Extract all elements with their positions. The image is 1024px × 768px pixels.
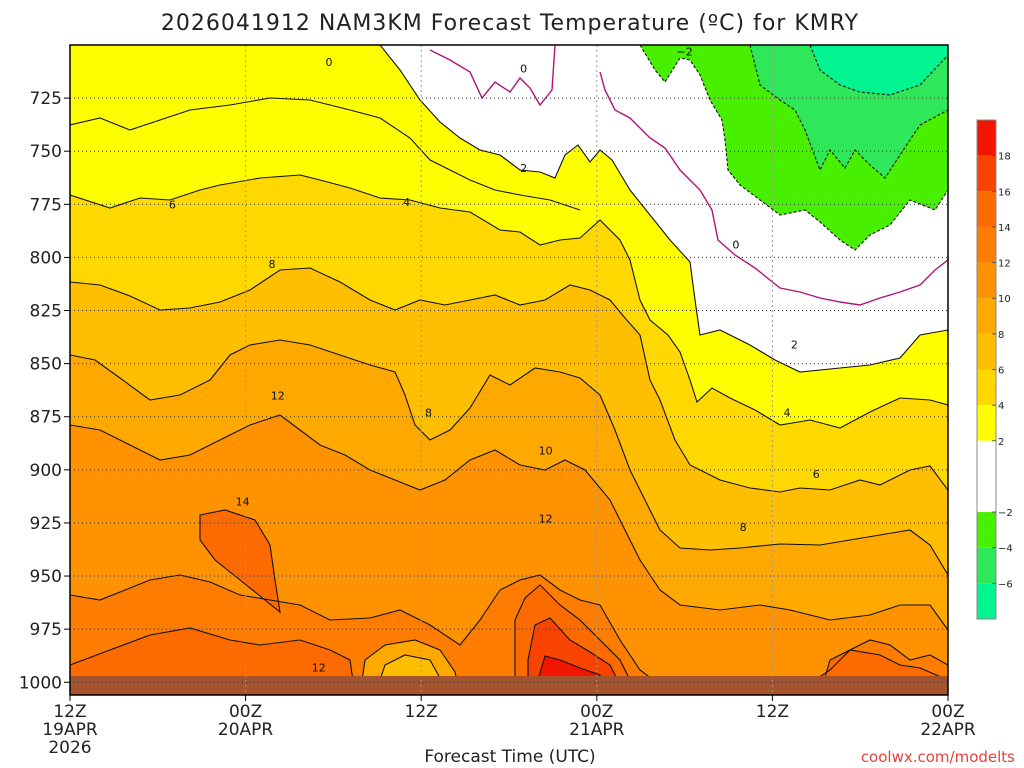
contour-0-right <box>599 71 948 306</box>
y-tick-label: 750 <box>30 142 62 162</box>
contour-14-bottom <box>70 627 356 695</box>
contour-lines <box>70 45 948 695</box>
contour-label: 10 <box>539 445 553 458</box>
contour-island <box>359 639 461 695</box>
colorbar-swatch <box>977 405 996 441</box>
contour-2-upper <box>379 45 948 373</box>
colorbar-swatch <box>977 298 996 334</box>
contour-10 <box>70 414 948 631</box>
band-minus6-minus8 <box>810 45 948 95</box>
x-tick-label: 00Z <box>931 702 964 722</box>
y-tick-label: 725 <box>30 89 62 109</box>
band-14-16-left <box>200 510 280 612</box>
x-tick-label: 21APR <box>569 720 625 740</box>
contour-label: 4 <box>403 196 410 209</box>
contour-near-surface <box>819 649 948 695</box>
contour-label: 0 <box>732 239 739 252</box>
colorbar-swatch <box>977 191 996 227</box>
colorbar-label: 4 <box>998 401 1004 412</box>
contour-label: 12 <box>271 389 285 402</box>
x-tick-label: 00Z <box>229 702 262 722</box>
colorbar-label: 6 <box>998 366 1004 377</box>
contour-14-mid <box>514 584 631 695</box>
grid-lines <box>70 45 948 695</box>
colorbar-label: 8 <box>998 330 1004 341</box>
colorbar-swatch <box>977 226 996 263</box>
y-tick-label: 875 <box>30 408 62 428</box>
x-tick-label: 2026 <box>48 738 91 758</box>
colorbar-label: 18 <box>998 152 1011 163</box>
ground-surface <box>70 676 948 695</box>
y-tick-label: 850 <box>30 355 62 375</box>
x-tick-label: 12Z <box>405 702 438 722</box>
freezing-level-contours <box>429 45 948 306</box>
x-tick-label: 22APR <box>920 720 976 740</box>
y-tick-label: 1000 <box>19 673 62 693</box>
colorbar-label: −4 <box>998 544 1013 555</box>
x-tick-label: 19APR <box>42 720 98 740</box>
contour-label: 12 <box>312 661 326 674</box>
contour-label: 2 <box>520 162 527 175</box>
contour-label: 8 <box>268 258 275 271</box>
y-axis: 725 750 775 800 825 850 875 900 925 950 975 1000 <box>19 89 70 693</box>
x-tick-label: 12Z <box>53 702 86 722</box>
colorbar-swatch <box>977 547 996 584</box>
contour-label: 4 <box>784 406 791 419</box>
colorbar-label: 14 <box>998 223 1011 234</box>
y-tick-label: 825 <box>30 302 62 322</box>
y-tick-label: 950 <box>30 567 62 587</box>
contour-0-left <box>429 45 556 107</box>
colorbar-swatch <box>977 155 996 192</box>
contour-label: 0 <box>326 56 333 69</box>
contour-labels: 0 0 −2 0 2 2 4 4 6 6 8 8 8 10 12 12 12 14 <box>169 45 820 674</box>
x-tick-label: 00Z <box>580 702 613 722</box>
colorbar-label: 10 <box>998 294 1011 305</box>
colorbar-label: 16 <box>998 187 1011 198</box>
y-tick-label: 800 <box>30 248 62 268</box>
chart-title: 2026041912 NAM3KM Forecast Temperature (… <box>161 11 859 36</box>
contour-label: 12 <box>539 513 553 526</box>
colorbar-swatch <box>977 333 996 370</box>
colorbar-label: −6 <box>998 579 1013 590</box>
x-axis-title: Forecast Time (UTC) <box>424 747 595 767</box>
colorbar-label: 12 <box>998 259 1011 270</box>
contour-label: 8 <box>740 521 747 534</box>
contour-4 <box>70 97 581 211</box>
contour-label: 6 <box>813 468 820 481</box>
contour-6 <box>70 267 948 493</box>
x-tick-label: 20APR <box>218 720 274 740</box>
colorbar: 18 16 14 12 10 8 6 4 2 −2 −4 −6 <box>976 119 1013 620</box>
contour-12 <box>70 574 948 691</box>
contour-label: 6 <box>169 198 176 211</box>
contour-label: −2 <box>676 45 692 58</box>
colorbar-swatch <box>977 583 996 619</box>
x-tick-label: 12Z <box>756 702 789 722</box>
contour-8 <box>70 339 948 576</box>
colorbar-label: −2 <box>998 508 1013 519</box>
negative-contours <box>639 45 948 251</box>
contour-label: 8 <box>425 406 432 419</box>
colorbar-swatch <box>977 120 996 156</box>
contour-2 <box>70 174 948 429</box>
contour-label: 0 <box>520 62 527 75</box>
plot-frame <box>69 44 949 696</box>
y-tick-label: 900 <box>30 461 62 481</box>
credit-text: coolwx.com/modelts <box>861 748 1015 766</box>
plot-area: 0 0 −2 0 2 2 4 4 6 6 8 8 8 10 12 12 12 14 <box>70 45 948 695</box>
colorbar-swatch <box>977 369 996 406</box>
y-tick-label: 975 <box>30 620 62 640</box>
contour-label: 14 <box>236 496 250 509</box>
y-tick-label: 775 <box>30 195 62 215</box>
colorbar-label: 2 <box>998 437 1004 448</box>
contour-label: 2 <box>791 339 798 352</box>
colorbar-swatch <box>977 440 996 513</box>
contour-14-closed <box>199 509 281 614</box>
y-tick-label: 925 <box>30 514 62 534</box>
colorbar-swatch <box>977 262 996 299</box>
contour-minus6 <box>809 45 948 96</box>
colorbar-swatch <box>977 512 996 548</box>
